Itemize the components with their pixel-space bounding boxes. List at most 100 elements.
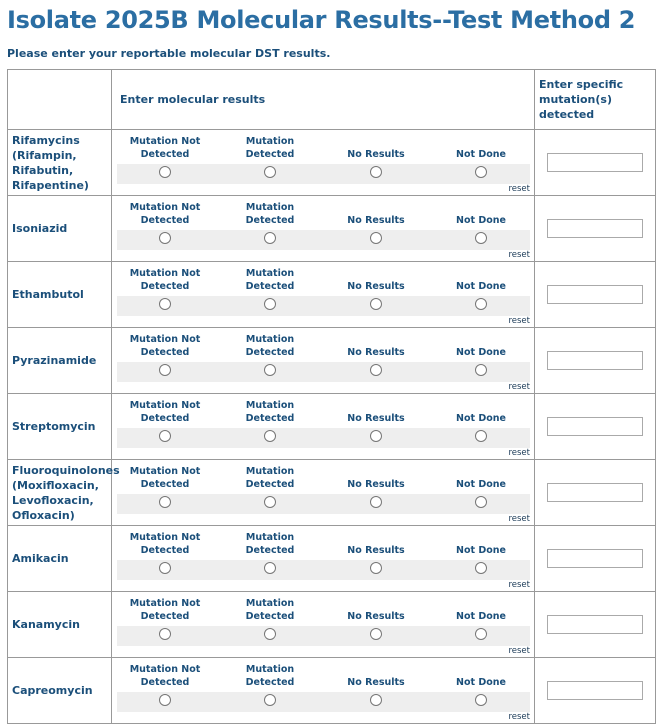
radio-button[interactable] (264, 430, 276, 442)
mutation-cell (534, 591, 656, 658)
radio-button[interactable] (475, 496, 487, 508)
result-group: Mutation Not Detected Mutation Detected No… (112, 262, 534, 327)
option-text: Mutation Detected (245, 334, 295, 358)
radio-button[interactable] (159, 694, 171, 706)
mutation-input[interactable] (547, 351, 643, 370)
option-text: Mutation Detected (245, 466, 295, 490)
option-label: No Results (326, 465, 426, 491)
radio-strip (117, 494, 530, 514)
drug-row: Capreomycin Mutation Not Detected Mutation… (7, 657, 656, 724)
radio-button[interactable] (370, 166, 382, 178)
result-cell: Mutation Not Detected Mutation Detected No… (111, 261, 535, 328)
radio-button[interactable] (264, 166, 276, 178)
option-text: Not Done (456, 347, 506, 358)
reset-link[interactable]: reset (508, 184, 530, 194)
option-text: Not Done (456, 149, 506, 160)
radio-button[interactable] (475, 364, 487, 376)
radio-button[interactable] (475, 298, 487, 310)
option-text: No Results (347, 545, 405, 556)
mutation-input[interactable] (547, 153, 643, 172)
reset-link[interactable]: reset (508, 448, 530, 458)
option-label: Mutation Detected (220, 135, 320, 161)
option-label: Not Done (431, 333, 531, 359)
reset-link[interactable]: reset (508, 646, 530, 656)
option-text: Not Done (456, 545, 506, 556)
mutation-cell (534, 459, 656, 526)
radio-button[interactable] (370, 562, 382, 574)
option-labels: Mutation Not Detected Mutation Detected No… (117, 135, 530, 161)
reset-link[interactable]: reset (508, 712, 530, 722)
reset-link[interactable]: reset (508, 382, 530, 392)
radio-button[interactable] (159, 298, 171, 310)
radio-button[interactable] (370, 430, 382, 442)
radio-button[interactable] (159, 496, 171, 508)
radio-button[interactable] (370, 628, 382, 640)
radio-button[interactable] (370, 298, 382, 310)
radio-button[interactable] (264, 694, 276, 706)
radio-button[interactable] (370, 496, 382, 508)
drug-row: Kanamycin Mutation Not Detected Mutation D… (7, 591, 656, 658)
radio-button[interactable] (475, 694, 487, 706)
option-text: Not Done (456, 215, 506, 226)
mutation-input[interactable] (547, 219, 643, 238)
mutation-input[interactable] (547, 285, 643, 304)
option-text: No Results (347, 413, 405, 424)
option-label: Mutation Detected (220, 597, 320, 623)
reset-link[interactable]: reset (508, 580, 530, 590)
drug-name: Isoniazid (12, 222, 68, 235)
drug-row: Amikacin Mutation Not Detected Mutation De… (7, 525, 656, 592)
radio-button[interactable] (264, 562, 276, 574)
option-text: No Results (347, 677, 405, 688)
reset-link[interactable]: reset (508, 316, 530, 326)
radio-button[interactable] (159, 628, 171, 640)
radio-button[interactable] (159, 364, 171, 376)
option-text: Mutation Detected (245, 664, 295, 688)
radio-button[interactable] (159, 562, 171, 574)
option-label: Mutation Detected (220, 531, 320, 557)
radio-button[interactable] (159, 232, 171, 244)
option-label: Mutation Not Detected (115, 333, 215, 359)
page-title: Isolate 2025B Molecular Results--Test Me… (7, 6, 636, 34)
radio-button[interactable] (370, 694, 382, 706)
mutation-cell (534, 327, 656, 394)
option-text: Not Done (456, 611, 506, 622)
radio-button[interactable] (264, 232, 276, 244)
option-labels: Mutation Not Detected Mutation Detected No… (117, 465, 530, 491)
mutation-input[interactable] (547, 483, 643, 502)
option-text: Not Done (456, 413, 506, 424)
option-text: Mutation Not Detected (129, 268, 201, 292)
option-label: Not Done (431, 465, 531, 491)
radio-button[interactable] (264, 496, 276, 508)
option-label: Mutation Not Detected (115, 597, 215, 623)
mutation-cell (534, 525, 656, 592)
drug-row: Streptomycin Mutation Not Detected Mutatio… (7, 393, 656, 460)
mutation-input[interactable] (547, 615, 643, 634)
mutation-cell (534, 261, 656, 328)
radio-button[interactable] (475, 232, 487, 244)
radio-strip (117, 626, 530, 646)
option-labels: Mutation Not Detected Mutation Detected No… (117, 531, 530, 557)
mutation-input[interactable] (547, 681, 643, 700)
reset-link[interactable]: reset (508, 514, 530, 524)
radio-button[interactable] (475, 166, 487, 178)
radio-button[interactable] (159, 166, 171, 178)
mutation-input[interactable] (547, 417, 643, 436)
radio-button[interactable] (159, 430, 171, 442)
option-text: Mutation Not Detected (129, 466, 201, 490)
radio-button[interactable] (475, 430, 487, 442)
radio-button[interactable] (370, 232, 382, 244)
radio-button[interactable] (475, 562, 487, 574)
result-group: Mutation Not Detected Mutation Detected No… (112, 130, 534, 195)
drug-cell: Isoniazid (7, 195, 112, 262)
radio-strip (117, 560, 530, 580)
option-text: No Results (347, 281, 405, 292)
mutation-cell (534, 129, 656, 196)
radio-button[interactable] (264, 364, 276, 376)
radio-button[interactable] (264, 298, 276, 310)
radio-button[interactable] (475, 628, 487, 640)
drug-row: Rifamycins (Rifampin, Rifabutin, Rifapen… (7, 129, 656, 196)
reset-link[interactable]: reset (508, 250, 530, 260)
radio-button[interactable] (264, 628, 276, 640)
mutation-input[interactable] (547, 549, 643, 568)
radio-button[interactable] (370, 364, 382, 376)
